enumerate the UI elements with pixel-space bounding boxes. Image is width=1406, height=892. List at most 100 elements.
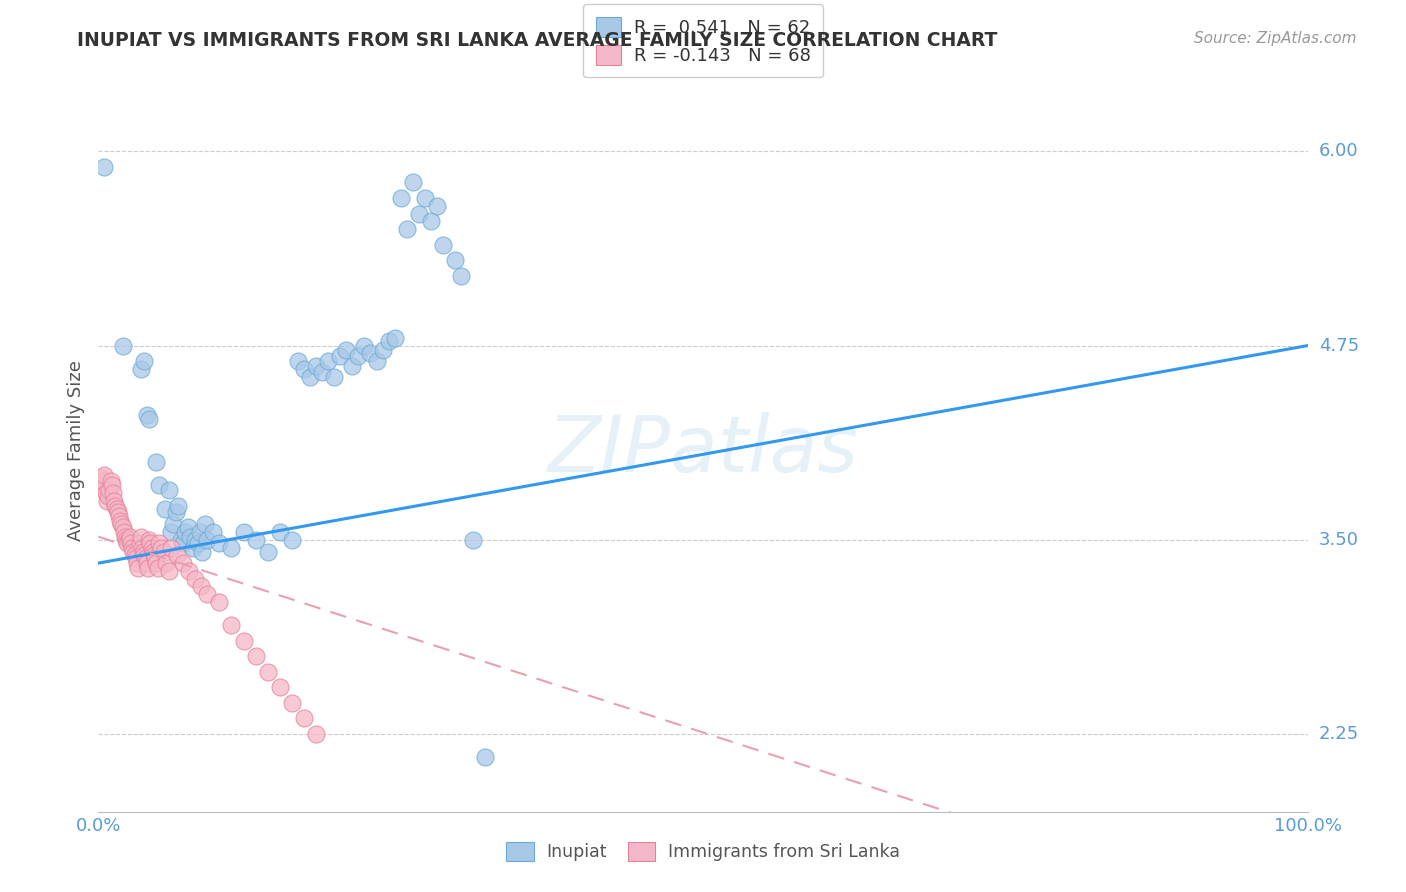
Point (131, 541, 153, 555)
Point (311, 365, 333, 379)
Point (142, 545, 165, 559)
Point (188, 524, 211, 539)
Point (316, 354, 339, 368)
Point (98, 483, 121, 497)
Point (269, 524, 291, 539)
Point (129, 362, 152, 376)
Point (117, 536, 139, 550)
Point (108, 514, 131, 528)
Point (124, 549, 146, 563)
Point (305, 359, 328, 373)
Point (146, 561, 169, 575)
Point (329, 350, 352, 364)
Point (118, 533, 141, 547)
Point (323, 369, 346, 384)
Point (450, 268, 472, 283)
Point (245, 533, 267, 547)
Point (114, 530, 136, 544)
Point (129, 530, 152, 544)
Point (389, 191, 412, 205)
Point (134, 549, 156, 563)
Point (138, 411, 160, 425)
Point (256, 545, 278, 559)
Point (172, 556, 194, 570)
Point (112, 524, 135, 539)
Point (155, 556, 177, 570)
Point (184, 533, 207, 547)
Point (93, 467, 115, 482)
Point (420, 214, 443, 228)
Point (232, 633, 254, 648)
Point (395, 222, 418, 236)
Point (256, 665, 278, 679)
Point (139, 536, 162, 550)
Point (160, 541, 183, 555)
Point (221, 618, 243, 632)
Point (157, 564, 180, 578)
Point (305, 727, 328, 741)
Point (172, 536, 194, 550)
Point (93, 160, 115, 174)
Point (143, 551, 166, 566)
Point (347, 350, 370, 364)
Point (152, 545, 174, 559)
Point (150, 541, 173, 555)
Point (281, 696, 304, 710)
Point (153, 501, 176, 516)
Point (299, 369, 322, 384)
Point (108, 509, 131, 524)
Point (122, 545, 145, 559)
Point (128, 536, 150, 550)
Y-axis label: Average Family Size: Average Family Size (66, 360, 84, 541)
Point (96, 494, 118, 508)
Point (118, 530, 141, 544)
Point (463, 533, 485, 547)
Point (97, 489, 120, 503)
Point (179, 530, 201, 544)
Point (208, 595, 231, 609)
Point (91, 478, 114, 492)
Point (384, 331, 406, 345)
Point (110, 517, 132, 532)
Point (221, 541, 243, 555)
Point (187, 536, 209, 550)
Point (184, 572, 207, 586)
Point (135, 409, 157, 423)
Point (148, 536, 170, 550)
Point (103, 494, 125, 508)
Point (292, 711, 315, 725)
Point (377, 334, 399, 348)
Point (169, 533, 191, 547)
Text: INUPIAT VS IMMIGRANTS FROM SRI LANKA AVERAGE FAMILY SIZE CORRELATION CHART: INUPIAT VS IMMIGRANTS FROM SRI LANKA AVE… (77, 31, 998, 50)
Point (160, 524, 183, 539)
Point (202, 524, 225, 539)
Point (135, 551, 157, 566)
Point (432, 237, 454, 252)
Point (145, 455, 167, 469)
Point (360, 346, 382, 360)
Point (162, 517, 184, 532)
Point (104, 499, 127, 513)
Point (366, 354, 388, 368)
Point (335, 343, 357, 358)
Point (474, 750, 496, 764)
Text: Source: ZipAtlas.com: Source: ZipAtlas.com (1194, 31, 1357, 46)
Legend: Inupiat, Immigrants from Sri Lanka: Inupiat, Immigrants from Sri Lanka (499, 835, 907, 868)
Point (190, 579, 212, 593)
Text: 6.00: 6.00 (1319, 143, 1358, 161)
Point (413, 191, 436, 205)
Point (107, 505, 129, 519)
Point (148, 478, 170, 492)
Point (127, 561, 149, 575)
Point (157, 483, 180, 497)
Point (165, 505, 187, 519)
Point (101, 486, 124, 500)
Point (94, 486, 117, 500)
Point (136, 561, 159, 575)
Point (134, 354, 156, 368)
Point (132, 545, 155, 559)
Point (292, 362, 315, 376)
Point (371, 343, 394, 358)
Point (100, 474, 122, 488)
Point (135, 556, 157, 570)
